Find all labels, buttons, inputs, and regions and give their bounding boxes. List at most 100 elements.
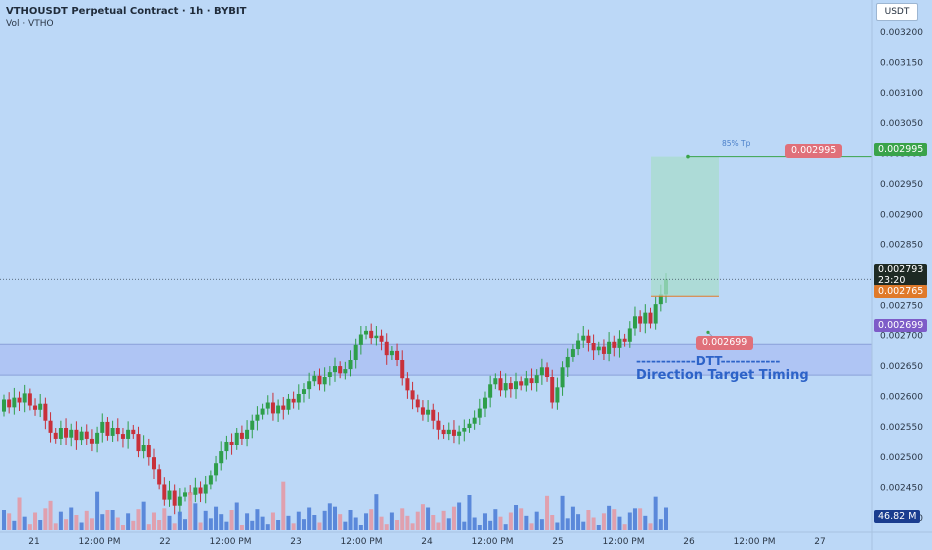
candle-body	[446, 429, 451, 435]
volume-tag: 46.82 M	[874, 510, 921, 523]
candle-body	[632, 316, 637, 329]
tp-marker	[686, 154, 690, 159]
volume-bar	[177, 511, 182, 530]
candle-body	[493, 378, 498, 385]
time-tick-label: 12:00 PM	[472, 537, 514, 547]
candle-body	[198, 487, 203, 494]
candle-body	[265, 402, 270, 409]
volume-bar	[374, 494, 379, 530]
candle-body	[84, 431, 89, 439]
candle-body	[364, 330, 369, 335]
time-tick-label: 12:00 PM	[603, 537, 645, 547]
candle-body	[239, 432, 244, 439]
volume-bar	[379, 516, 384, 530]
candle-body	[534, 375, 539, 384]
candle-body	[250, 420, 255, 430]
volume-bar	[229, 510, 234, 530]
candle-body	[648, 312, 653, 324]
volume-bar	[255, 509, 260, 530]
volume-bar	[570, 506, 575, 530]
candle-body	[229, 441, 234, 445]
volume-bar	[12, 520, 17, 530]
price-tick-label: 0.003200	[880, 28, 923, 38]
volume-bar	[146, 524, 151, 530]
candle-body	[431, 409, 436, 421]
candle-body	[224, 441, 229, 452]
volume-bar	[539, 519, 544, 530]
volume-bar	[498, 516, 503, 530]
volume-bar	[472, 517, 477, 530]
volume-indicator-label[interactable]: Vol · VTHO	[6, 19, 54, 29]
time-tick-label: 12:00 PM	[79, 537, 121, 547]
candle-body	[498, 378, 503, 391]
candle-body	[74, 429, 79, 441]
volume-bar	[208, 518, 213, 530]
candle-body	[64, 428, 69, 438]
candle-body	[591, 343, 596, 351]
candle-body	[276, 405, 281, 414]
candle-body	[338, 366, 343, 374]
candle-body	[146, 445, 151, 458]
candle-body	[451, 429, 456, 436]
price-tick-label: 0.002950	[880, 180, 923, 190]
volume-bar	[420, 504, 425, 530]
candle-body	[436, 420, 441, 430]
volume-bar	[586, 510, 591, 530]
volume-bar	[84, 510, 89, 530]
candle-body	[17, 397, 22, 403]
volume-bar	[95, 491, 100, 530]
candle-body	[43, 403, 48, 421]
candle-body	[208, 475, 213, 485]
volume-bar	[307, 507, 312, 530]
volume-bar	[632, 508, 637, 530]
volume-bar	[493, 509, 498, 530]
candle-body	[136, 434, 141, 452]
volume-bar	[436, 522, 441, 530]
candle-body	[157, 469, 162, 485]
volume-bar	[214, 506, 219, 530]
volume-bar	[410, 523, 415, 530]
time-tick-label: 23	[290, 537, 301, 547]
candle-body	[555, 387, 560, 403]
volume-bar	[524, 515, 529, 530]
symbol-title[interactable]: VTHOUSDT Perpetual Contract · 1h · BYBIT	[6, 6, 247, 17]
volume-bar	[622, 524, 627, 530]
volume-bar	[565, 518, 570, 530]
volume-bar	[451, 506, 456, 530]
volume-bar	[648, 523, 653, 530]
candle-body	[286, 398, 291, 410]
candle-body	[105, 421, 110, 436]
candle-body	[395, 350, 400, 360]
candle-body	[100, 421, 105, 433]
currency-button[interactable]: USDT	[876, 3, 918, 21]
candle-body	[596, 346, 601, 351]
volume-bar	[358, 525, 363, 530]
candle-body	[426, 409, 431, 415]
candle-body	[653, 304, 658, 324]
candle-body	[2, 399, 6, 412]
volume-bar	[503, 524, 508, 530]
candle-body	[89, 438, 94, 444]
volume-bar	[48, 500, 53, 530]
volume-bar	[172, 523, 177, 530]
candle-body	[539, 367, 544, 376]
volume-bar	[141, 501, 146, 530]
volume-bar	[529, 523, 534, 530]
candle-body	[482, 397, 487, 409]
volume-bar	[384, 524, 389, 530]
candle-body	[69, 429, 74, 438]
candle-body	[270, 402, 275, 414]
volume-bar	[151, 512, 156, 530]
price-tick-label: 0.003050	[880, 119, 923, 129]
candle-body	[477, 408, 482, 418]
volume-bar	[245, 513, 250, 530]
candle-body	[307, 381, 312, 390]
candle-body	[167, 490, 172, 500]
volume-bar	[286, 515, 291, 530]
volume-bar	[136, 509, 141, 530]
volume-bar	[415, 511, 420, 530]
candle-body	[33, 405, 38, 410]
candle-body	[643, 312, 648, 324]
volume-bar	[519, 508, 524, 530]
